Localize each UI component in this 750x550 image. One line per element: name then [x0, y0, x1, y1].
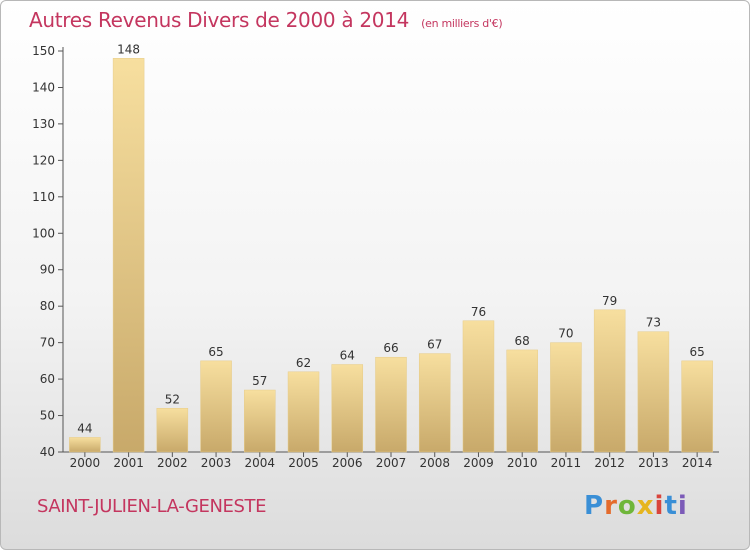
- y-tick-label: 60: [40, 372, 55, 386]
- x-tick-label: 2007: [376, 456, 407, 470]
- y-tick-label: 150: [32, 44, 55, 58]
- bar-value-label: 65: [689, 345, 704, 359]
- bar-value-label: 44: [77, 421, 92, 435]
- x-tick-label: 2012: [594, 456, 625, 470]
- x-tick-label: 2006: [332, 456, 363, 470]
- bar: [681, 360, 713, 453]
- x-tick-label: 2014: [682, 456, 713, 470]
- bar: [287, 371, 320, 453]
- x-tick-label: 2013: [638, 456, 669, 470]
- chart-subtitle: (en milliers d'€): [421, 17, 503, 30]
- commune-name: SAINT-JULIEN-LA-GENESTE: [37, 496, 267, 517]
- bar: [418, 353, 451, 453]
- x-tick-label: 2001: [113, 456, 144, 470]
- bar: [375, 356, 407, 453]
- y-tick-label: 120: [32, 153, 55, 167]
- bar-value-label: 57: [252, 374, 267, 388]
- bar-value-label: 70: [558, 327, 573, 341]
- x-tick-label: 2009: [463, 456, 494, 470]
- y-tick-label: 70: [40, 336, 55, 350]
- bar: [506, 349, 538, 453]
- bar-value-label: 52: [165, 392, 180, 406]
- x-tick-label: 2011: [551, 456, 582, 470]
- bar: [200, 360, 232, 453]
- bar: [550, 342, 582, 453]
- bar-value-label: 79: [602, 294, 617, 308]
- bars-group: 44 148 52 65 57 62 64 66 67 76 68 70 79 73 65: [69, 42, 713, 453]
- x-tick-label: 2003: [201, 456, 232, 470]
- y-tick-label: 80: [40, 299, 55, 313]
- bar-value-label: 64: [340, 349, 355, 363]
- bar-value-label: 66: [383, 341, 398, 355]
- bar: [112, 58, 145, 453]
- bar-value-label: 73: [646, 316, 661, 330]
- bar: [331, 364, 364, 453]
- bar: [462, 320, 495, 453]
- proxiti-logo: Proxiti: [584, 491, 688, 521]
- bar: [593, 309, 626, 453]
- x-tick-label: 2005: [288, 456, 319, 470]
- x-tick-label: 2004: [245, 456, 276, 470]
- y-tick-label: 40: [40, 445, 55, 459]
- bar-value-label: 148: [117, 42, 140, 56]
- bar: [637, 331, 670, 453]
- bar-value-label: 68: [515, 334, 530, 348]
- y-tick-label: 140: [32, 80, 55, 94]
- bar: [244, 389, 276, 453]
- chart-title: Autres Revenus Divers de 2000 à 2014 (en…: [29, 8, 503, 32]
- chart-title-text: Autres Revenus Divers de 2000 à 2014: [29, 8, 410, 32]
- bar-value-label: 76: [471, 305, 486, 319]
- y-tick-label: 110: [32, 190, 55, 204]
- bar: [69, 437, 101, 453]
- axes: 40 50 60 70 80 90 100 110 120 130 140 150 2000 2001 20…: [32, 44, 719, 470]
- bar: [156, 408, 189, 453]
- y-tick-label: 50: [40, 409, 55, 423]
- bar-value-label: 65: [208, 345, 223, 359]
- x-tick-label: 2000: [70, 456, 101, 470]
- x-tick-label: 2002: [157, 456, 188, 470]
- x-tick-label: 2010: [507, 456, 538, 470]
- y-tick-label: 100: [32, 226, 55, 240]
- x-tick-label: 2008: [419, 456, 450, 470]
- y-tick-label: 90: [40, 263, 55, 277]
- y-tick-label: 130: [32, 117, 55, 131]
- bar-value-label: 62: [296, 356, 311, 370]
- bar-value-label: 67: [427, 338, 442, 352]
